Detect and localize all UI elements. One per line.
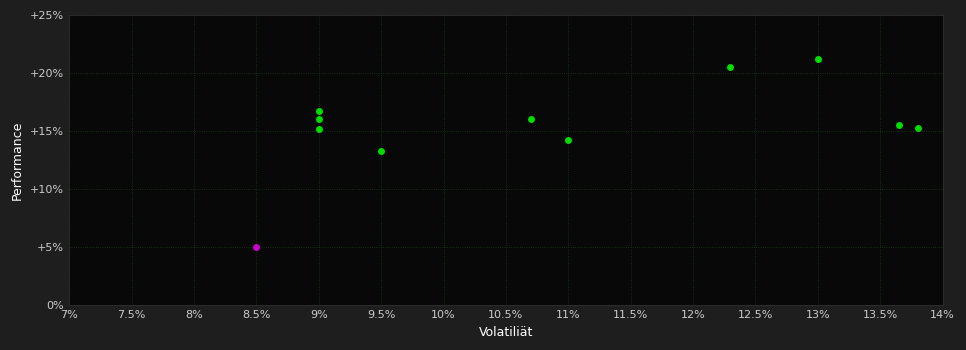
Point bbox=[910, 125, 925, 130]
X-axis label: Volatiliät: Volatiliät bbox=[479, 326, 533, 339]
Point bbox=[374, 148, 389, 154]
Y-axis label: Performance: Performance bbox=[12, 120, 24, 200]
Point bbox=[891, 122, 906, 128]
Point bbox=[311, 108, 327, 114]
Point bbox=[311, 126, 327, 132]
Point bbox=[810, 56, 826, 62]
Point bbox=[560, 138, 576, 143]
Point bbox=[311, 117, 327, 122]
Point bbox=[248, 244, 264, 250]
Point bbox=[723, 64, 738, 70]
Point bbox=[524, 117, 539, 122]
